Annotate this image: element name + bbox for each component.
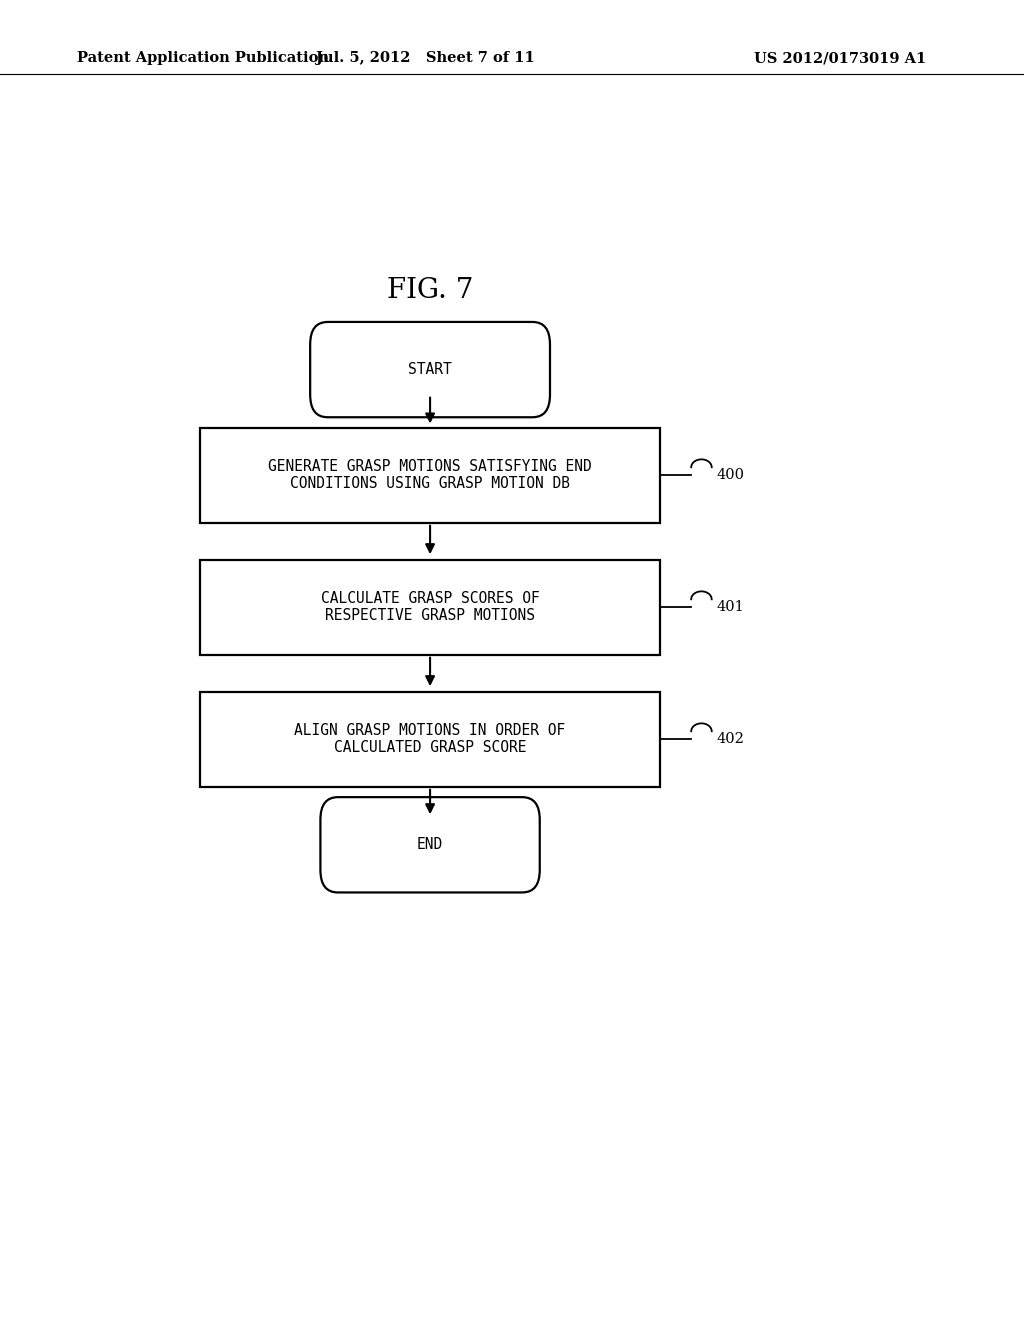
Text: Patent Application Publication: Patent Application Publication — [77, 51, 329, 65]
Text: 402: 402 — [717, 733, 744, 746]
FancyBboxPatch shape — [310, 322, 550, 417]
Text: 400: 400 — [717, 469, 744, 482]
Text: START: START — [409, 362, 452, 378]
FancyBboxPatch shape — [200, 428, 660, 523]
Text: 401: 401 — [717, 601, 744, 614]
Text: CALCULATE GRASP SCORES OF
RESPECTIVE GRASP MOTIONS: CALCULATE GRASP SCORES OF RESPECTIVE GRA… — [321, 591, 540, 623]
Text: GENERATE GRASP MOTIONS SATISFYING END
CONDITIONS USING GRASP MOTION DB: GENERATE GRASP MOTIONS SATISFYING END CO… — [268, 459, 592, 491]
Text: END: END — [417, 837, 443, 853]
FancyBboxPatch shape — [321, 797, 540, 892]
Text: FIG. 7: FIG. 7 — [387, 277, 473, 304]
FancyBboxPatch shape — [200, 560, 660, 655]
Text: ALIGN GRASP MOTIONS IN ORDER OF
CALCULATED GRASP SCORE: ALIGN GRASP MOTIONS IN ORDER OF CALCULAT… — [295, 723, 565, 755]
FancyBboxPatch shape — [200, 692, 660, 787]
Text: Jul. 5, 2012   Sheet 7 of 11: Jul. 5, 2012 Sheet 7 of 11 — [315, 51, 535, 65]
Text: US 2012/0173019 A1: US 2012/0173019 A1 — [754, 51, 926, 65]
